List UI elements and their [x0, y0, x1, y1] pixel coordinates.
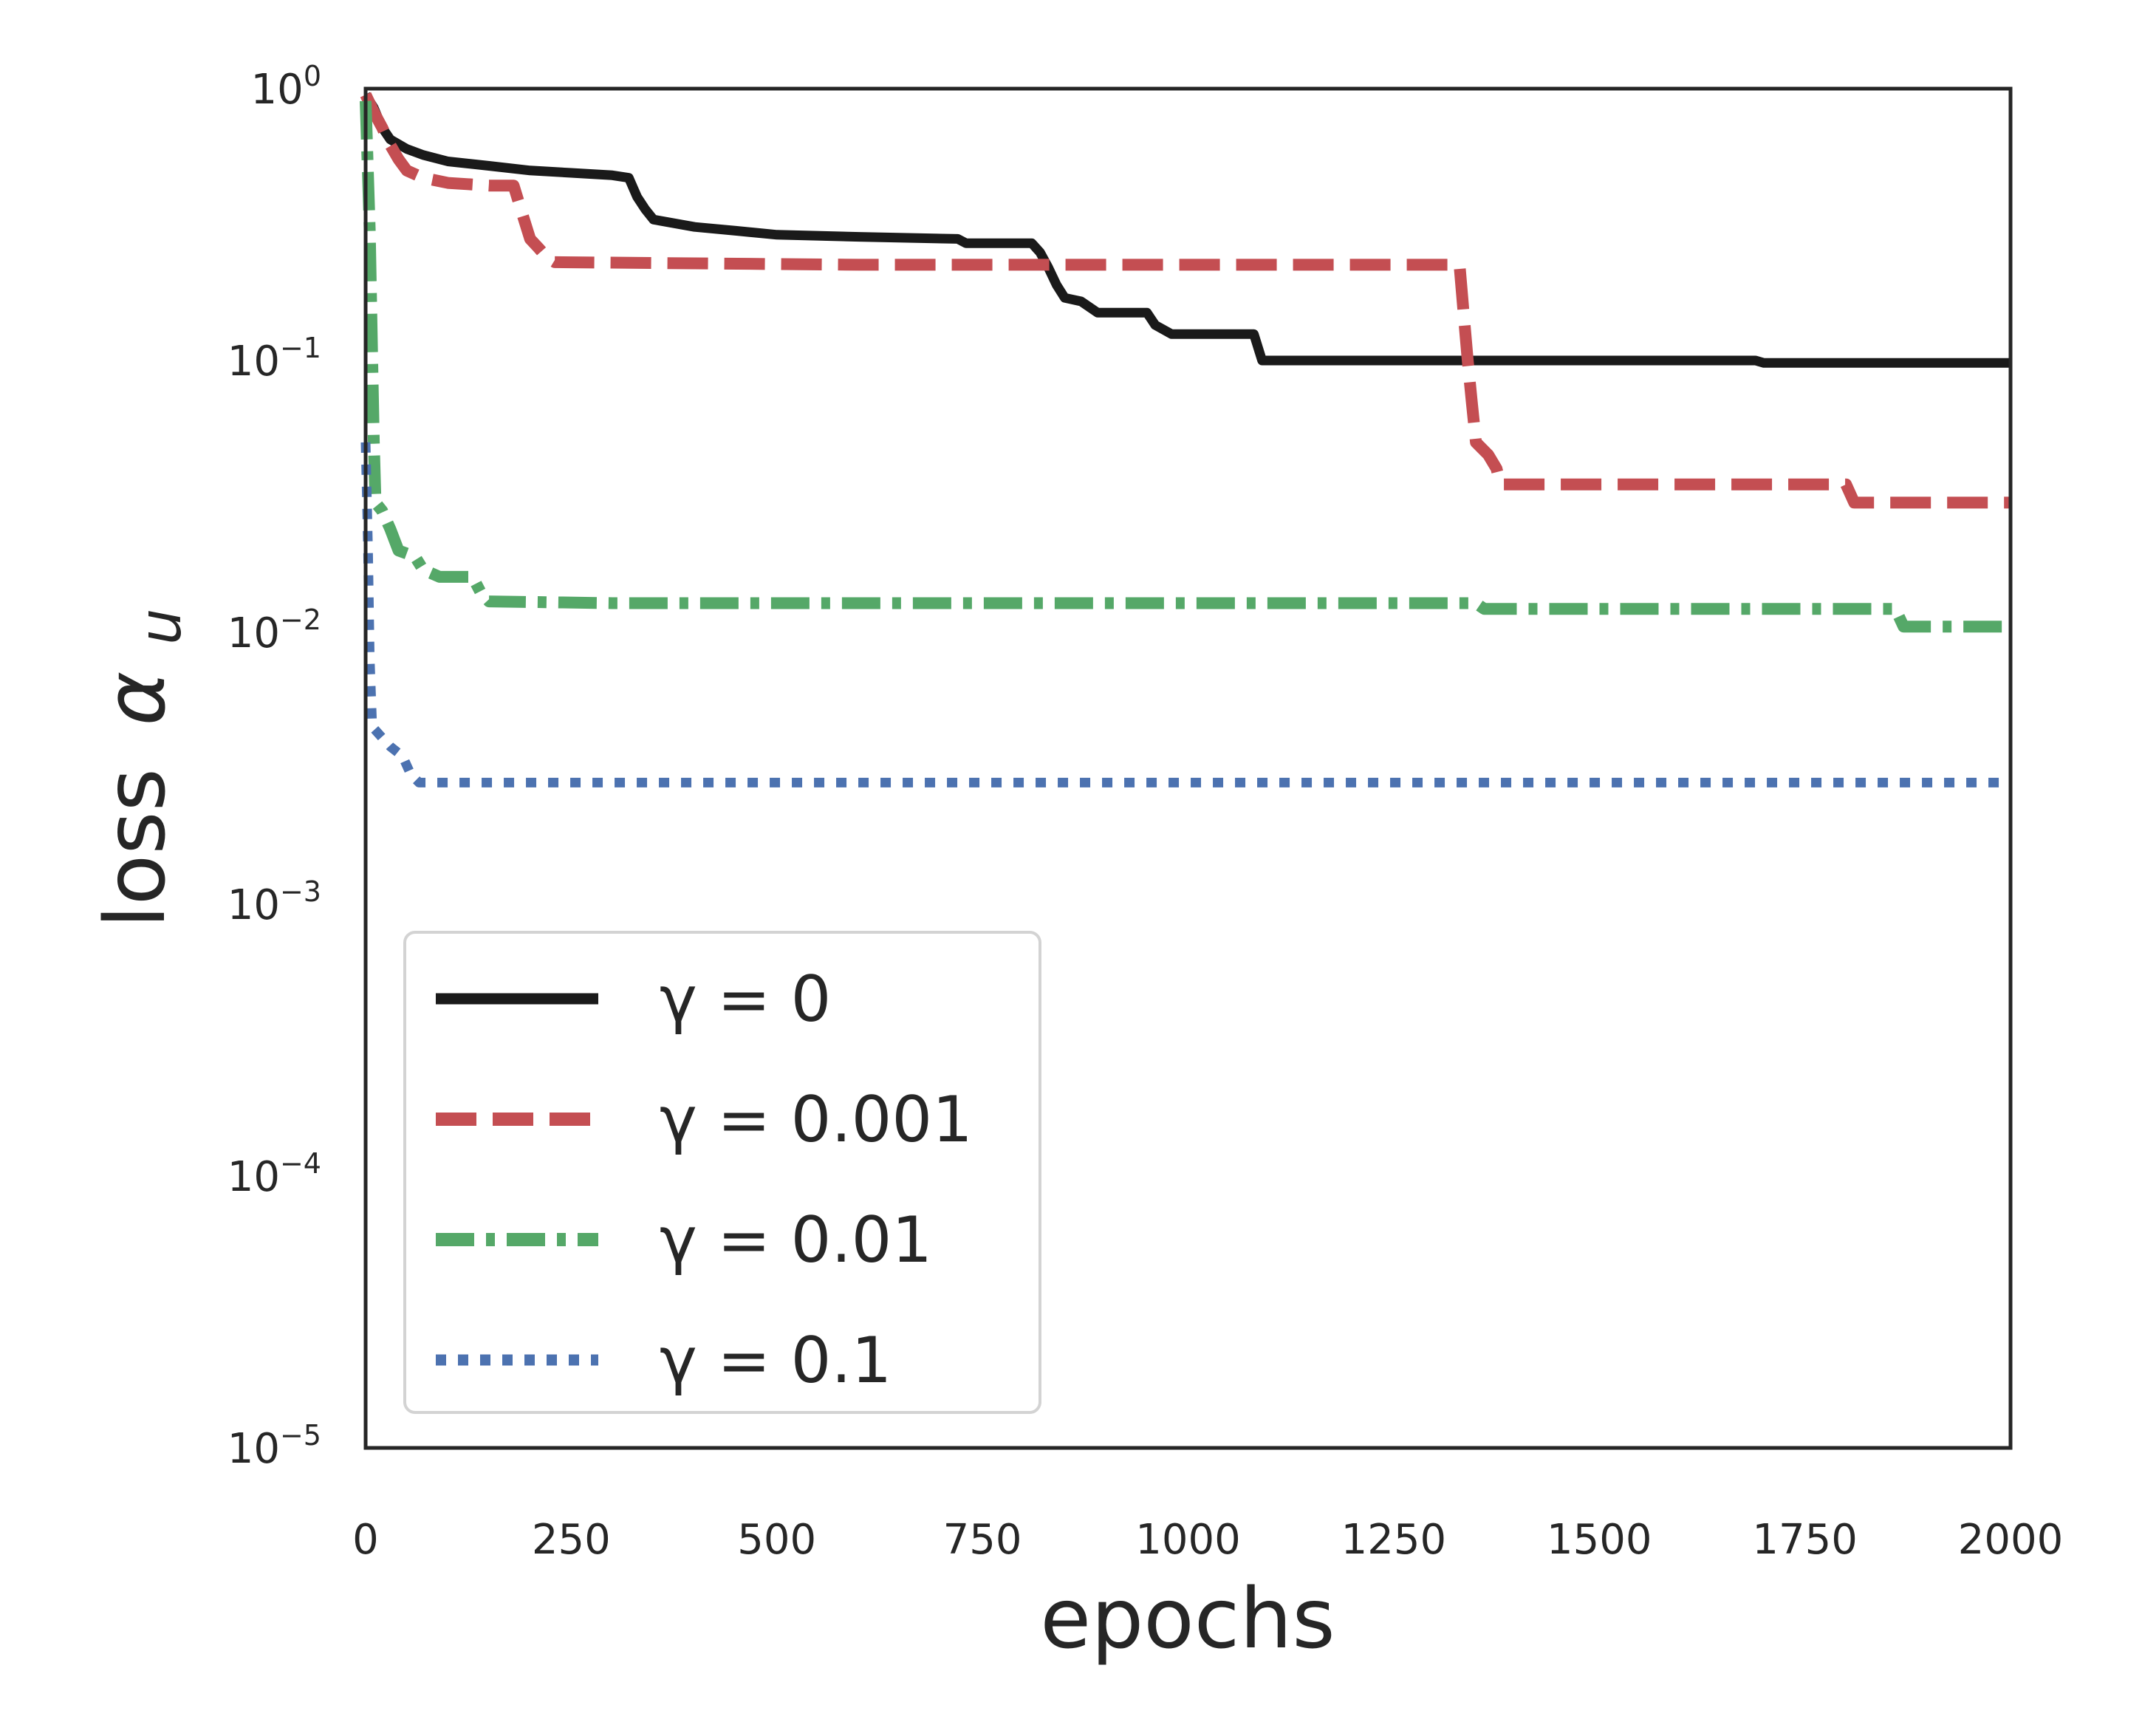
x-tick-1000: 1000 — [1135, 1516, 1241, 1564]
y-tick-0: 100 — [251, 60, 321, 114]
legend-label-1: γ = 0 — [660, 963, 831, 1036]
series-line-1 — [361, 92, 2011, 368]
x-tick-1750: 1750 — [1752, 1516, 1858, 1564]
legend-label-2: γ = 0.001 — [660, 1083, 973, 1157]
x-tick-0: 0 — [352, 1516, 379, 1564]
legend-frame — [403, 931, 1041, 1414]
x-axis-label: epochs — [1040, 1571, 1335, 1667]
series-lines — [360, 92, 2011, 787]
legend-label-4: γ = 0.1 — [660, 1324, 892, 1398]
series-line-4 — [360, 442, 2011, 787]
x-tick-500: 500 — [737, 1516, 816, 1564]
series-line-2 — [360, 92, 2011, 509]
x-tick-2000: 2000 — [1958, 1516, 2064, 1564]
series-line-3 — [360, 100, 2011, 633]
y-tick-2: 10−2 — [227, 604, 321, 657]
svg-text:loss α u: loss α u — [88, 609, 194, 929]
x-tick-1250: 1250 — [1341, 1516, 1447, 1564]
legend-label-3: γ = 0.01 — [660, 1203, 932, 1277]
y-axis-label-subscript: u — [128, 609, 194, 645]
y-tick-4: 10−4 — [227, 1147, 321, 1201]
y-tick-5: 10−5 — [227, 1419, 321, 1473]
y-tick-labels: 100 10−1 10−2 10−3 10−4 10−5 — [227, 60, 321, 1473]
x-tick-1500: 1500 — [1547, 1516, 1652, 1564]
x-tick-250: 250 — [532, 1516, 611, 1564]
y-axis-label-text: loss — [88, 768, 184, 928]
y-axis-label-symbol: α — [88, 671, 184, 726]
y-axis-label: loss α u — [88, 609, 194, 929]
y-tick-1: 10−1 — [227, 332, 321, 386]
x-tick-labels: 0 250 500 750 1000 1250 1500 1750 2000 — [352, 1516, 2063, 1564]
y-tick-3: 10−3 — [227, 875, 321, 929]
plot-frame — [363, 86, 2013, 1450]
legend: γ = 0 γ = 0.001 γ = 0.01 γ = 0.1 — [403, 931, 1041, 1414]
x-tick-750: 750 — [943, 1516, 1022, 1564]
